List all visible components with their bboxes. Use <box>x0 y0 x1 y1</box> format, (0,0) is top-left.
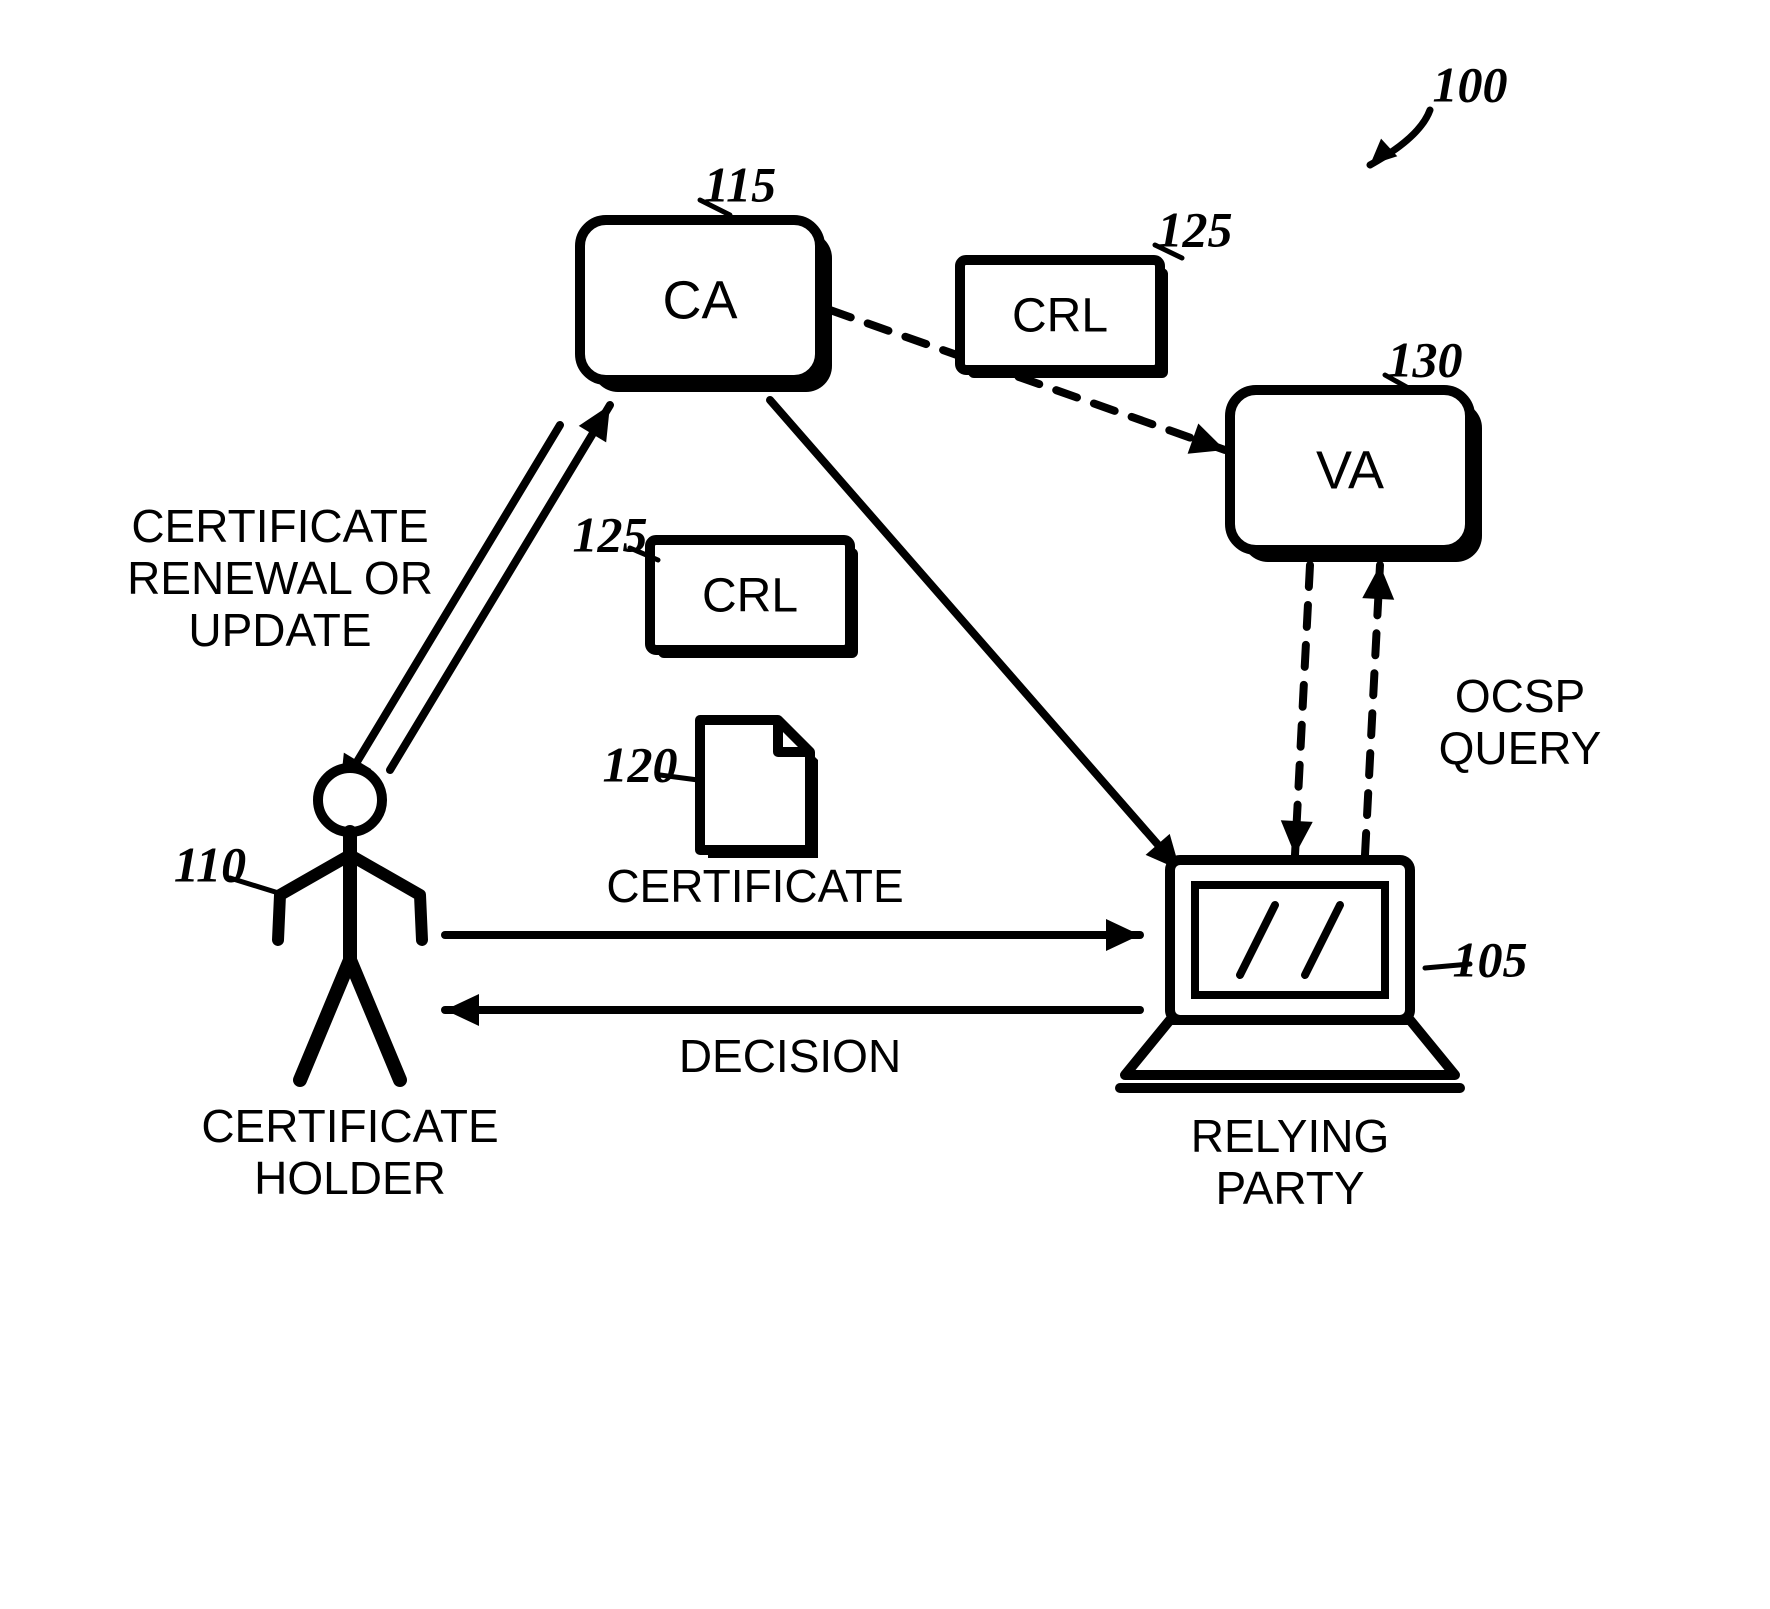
va-box-label: VA <box>1316 440 1384 500</box>
crl-box-1-label: CRL <box>1012 290 1108 343</box>
relying-party-ref: 105 <box>1453 931 1528 987</box>
crl-box-2-ref: 125 <box>573 506 648 562</box>
relying-party: RELYINGPARTY 105 <box>1120 860 1528 1214</box>
label-renewal: CERTIFICATERENEWAL ORUPDATE <box>127 500 433 656</box>
label-decision-0: DECISION <box>679 1030 901 1082</box>
certificate-doc-caption: CERTIFICATE <box>606 860 903 912</box>
va-box: VA130 <box>1230 331 1482 562</box>
label-ocsp: OCSPQUERY <box>1439 670 1602 774</box>
ca-box-ref: 115 <box>704 156 776 212</box>
edge-holder-ca-down <box>340 425 560 790</box>
relying-party-caption-0: RELYING <box>1191 1110 1390 1162</box>
edge-holder-rely <box>445 919 1140 951</box>
ca-box: CA 115 <box>580 156 832 392</box>
certificate-doc-ref: 120 <box>603 736 678 792</box>
crl-box-1-ref: 125 <box>1158 201 1233 257</box>
label-ocsp-1: QUERY <box>1439 722 1602 774</box>
certificate-holder-ref: 110 <box>174 836 246 892</box>
crl-box-2-label: CRL <box>702 570 798 623</box>
label-decision: DECISION <box>679 1030 901 1082</box>
system-ref: 100 <box>1370 56 1508 165</box>
edge-va-rely-down <box>1281 565 1313 855</box>
edge-rely-holder <box>445 994 1140 1026</box>
label-ocsp-0: OCSP <box>1455 670 1585 722</box>
certificate-holder-caption-1: HOLDER <box>254 1152 446 1204</box>
certificate-doc: CERTIFICATE 120 <box>603 720 904 912</box>
certificate-holder-caption-0: CERTIFICATE <box>201 1100 498 1152</box>
label-renewal-0: CERTIFICATE <box>131 500 428 552</box>
label-renewal-2: UPDATE <box>188 604 371 656</box>
crl-box-1: CRL 125 <box>960 201 1233 378</box>
certificate-holder: CERTIFICATEHOLDER 110 <box>174 768 499 1204</box>
va-box-ref: 130 <box>1388 331 1463 387</box>
edge-va-rely-up <box>1362 565 1394 855</box>
ca-box-label: CA <box>662 270 737 330</box>
label-renewal-1: RENEWAL OR <box>127 552 433 604</box>
relying-party-caption-1: PARTY <box>1215 1162 1364 1214</box>
crl-box-2: CRL 125 <box>573 506 859 658</box>
system-ref-label: 100 <box>1433 56 1508 112</box>
